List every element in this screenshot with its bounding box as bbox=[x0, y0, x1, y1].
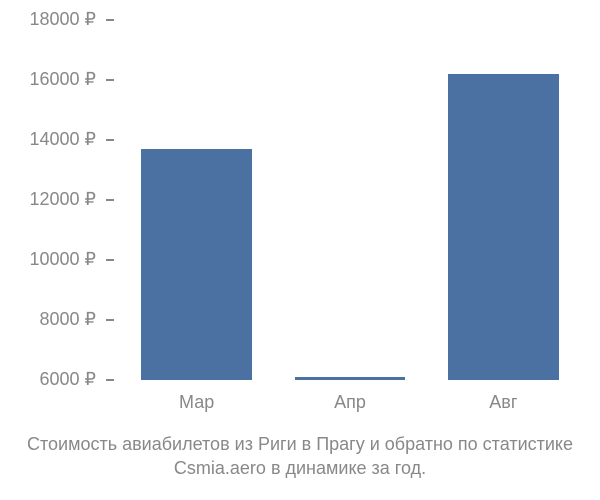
bar bbox=[141, 149, 251, 380]
y-axis-tick-label: 16000 ₽ bbox=[0, 69, 96, 90]
y-axis-tick-mark bbox=[106, 199, 114, 201]
y-axis-tick-mark bbox=[106, 19, 114, 21]
y-axis-tick-mark bbox=[106, 79, 114, 81]
y-axis-tick-label: 18000 ₽ bbox=[0, 9, 96, 30]
x-axis-tick-label: Апр bbox=[273, 392, 426, 413]
bar bbox=[295, 377, 405, 380]
y-axis-tick-label: 14000 ₽ bbox=[0, 129, 96, 150]
y-axis-tick-mark bbox=[106, 319, 114, 321]
bar bbox=[448, 74, 558, 380]
x-axis-tick-label: Авг bbox=[427, 392, 580, 413]
y-axis-tick-mark bbox=[106, 259, 114, 261]
y-axis-tick-mark bbox=[106, 139, 114, 141]
chart-container: Стоимость авиабилетов из Риги в Прагу и … bbox=[0, 0, 600, 500]
y-axis-tick-mark bbox=[106, 379, 114, 381]
x-axis-tick-label: Мар bbox=[120, 392, 273, 413]
y-axis-tick-label: 8000 ₽ bbox=[0, 309, 96, 330]
chart-caption: Стоимость авиабилетов из Риги в Прагу и … bbox=[0, 432, 600, 481]
y-axis-tick-label: 12000 ₽ bbox=[0, 189, 96, 210]
y-axis-tick-label: 10000 ₽ bbox=[0, 249, 96, 270]
y-axis-tick-label: 6000 ₽ bbox=[0, 369, 96, 390]
